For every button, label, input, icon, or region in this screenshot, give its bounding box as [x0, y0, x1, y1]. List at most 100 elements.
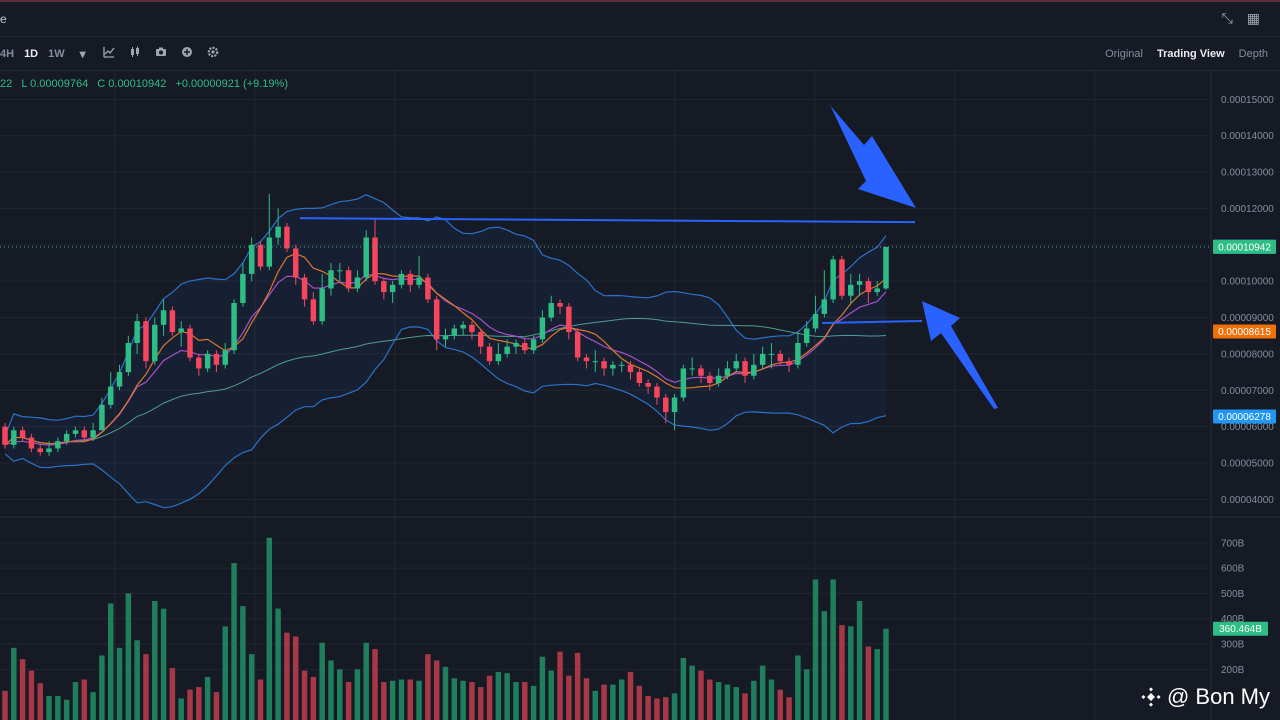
volume-bar [196, 687, 202, 720]
price-tick-label: 0.00006000 [1221, 422, 1274, 433]
volume-bar [328, 660, 334, 720]
candle-body [204, 353, 211, 369]
volume-bar [574, 652, 581, 720]
volume-bar [275, 608, 281, 720]
price-tick-label: 0.00004000 [1221, 495, 1274, 506]
candle-body [618, 364, 625, 366]
add-icon[interactable] [179, 46, 195, 61]
volume-bar [389, 680, 396, 720]
watermark: @ Bon My [1141, 684, 1270, 710]
candle-body [768, 353, 775, 355]
timeframe-4h[interactable]: 4H [0, 47, 15, 60]
timeframe-1d[interactable]: 1D [24, 47, 39, 60]
candle-body [310, 299, 317, 322]
candle-body [266, 237, 273, 267]
ohlc-close: C 0.00010942 [97, 78, 167, 90]
volume-bar [381, 682, 387, 720]
candle-body [548, 303, 554, 318]
candle-body [125, 343, 132, 373]
bollinger-lower-line [4, 326, 887, 509]
volume-bar [372, 649, 378, 720]
candles-icon[interactable] [127, 46, 143, 61]
volume-bar [671, 693, 678, 720]
candle-body [442, 335, 449, 340]
candle-body [381, 281, 387, 293]
volume-bar [795, 655, 801, 720]
candle-body [654, 386, 660, 398]
candle-body [46, 448, 52, 453]
volume-bar [63, 699, 70, 720]
ohlc-readout: 22 L 0.00009764 C 0.00010942 +0.00000921… [0, 78, 294, 90]
candle-body [90, 430, 96, 438]
view-depth[interactable]: Depth [1238, 47, 1268, 60]
grid-layout-icon[interactable]: ▦ [1246, 10, 1260, 26]
window-top-border [0, 0, 1280, 2]
volume-bar [187, 689, 193, 720]
view-original[interactable]: Original [1105, 47, 1143, 60]
candle-body [698, 368, 704, 376]
price-tick-label: 0.00007000 [1221, 386, 1274, 397]
candle-body [275, 226, 281, 238]
volume-bar [152, 601, 158, 720]
arrow-down-right-icon [828, 103, 916, 208]
candle-body [759, 353, 766, 365]
volume-bar [486, 675, 493, 720]
volume-tick-label: 700B [1221, 538, 1245, 549]
candle-body [222, 350, 228, 365]
candle-body [11, 430, 17, 445]
candle-body [724, 368, 731, 376]
title-bar: e ⤡ ▦ [0, 2, 1280, 37]
volume-bar [803, 669, 810, 720]
volume-bar [301, 670, 308, 720]
candle-body [425, 277, 431, 300]
volume-bar [839, 625, 845, 720]
price-badge [1213, 324, 1276, 339]
indicators-icon[interactable] [101, 46, 117, 61]
view-trading-view[interactable]: Trading View [1156, 47, 1225, 60]
chevron-down-icon[interactable]: ▾ [79, 46, 86, 61]
watermark-text: @ Bon My [1166, 684, 1270, 709]
candle-body [107, 386, 114, 405]
volume-bar [680, 657, 687, 720]
candle-body [715, 375, 722, 383]
volume-bar [407, 679, 413, 720]
volume-bar [689, 665, 695, 720]
candle-body [187, 328, 193, 358]
settings-icon[interactable] [205, 46, 221, 61]
volume-bar [742, 693, 748, 720]
timeframe-1w[interactable]: 1W [48, 47, 65, 60]
chart-toolbar: 4H 1D 1W ▾ Original Trading View Depth [0, 37, 1280, 71]
volume-bar [337, 669, 343, 720]
candle-body [486, 346, 493, 362]
volume-bar [733, 687, 739, 720]
candle-body [81, 430, 88, 438]
candle-body [460, 324, 466, 329]
candle-body [134, 321, 140, 343]
price-tick-label: 0.00005000 [1221, 459, 1274, 470]
volume-bar [310, 676, 317, 720]
candle-body [240, 273, 246, 303]
collapse-icon[interactable]: ⤡ [1221, 10, 1233, 26]
volume-bar [37, 683, 43, 720]
binance-logo-icon [1141, 687, 1161, 707]
candle-body [583, 357, 590, 362]
volume-bar [821, 611, 828, 720]
candle-body [636, 372, 643, 383]
candle-body [99, 404, 105, 431]
volume-bar [751, 680, 757, 720]
volume-bar [222, 626, 228, 720]
volume-bar [663, 697, 669, 720]
volume-bar [654, 698, 660, 720]
candle-body [354, 277, 361, 289]
candlestick-chart[interactable]: 0.00015000 0.00014000 0.00013000 0.00012000… [0, 71, 1280, 720]
volume-badge-label: 360.464B [1219, 624, 1262, 635]
price-tick-label: 0.00010000 [1221, 277, 1274, 288]
candle-body [116, 372, 123, 387]
candle-body [821, 299, 828, 314]
candle-body [539, 317, 546, 340]
volume-bar [2, 690, 8, 720]
volume-bar [539, 656, 546, 720]
camera-icon[interactable] [153, 46, 169, 61]
ma-short-line [4, 252, 887, 446]
volume-bar [72, 682, 79, 720]
